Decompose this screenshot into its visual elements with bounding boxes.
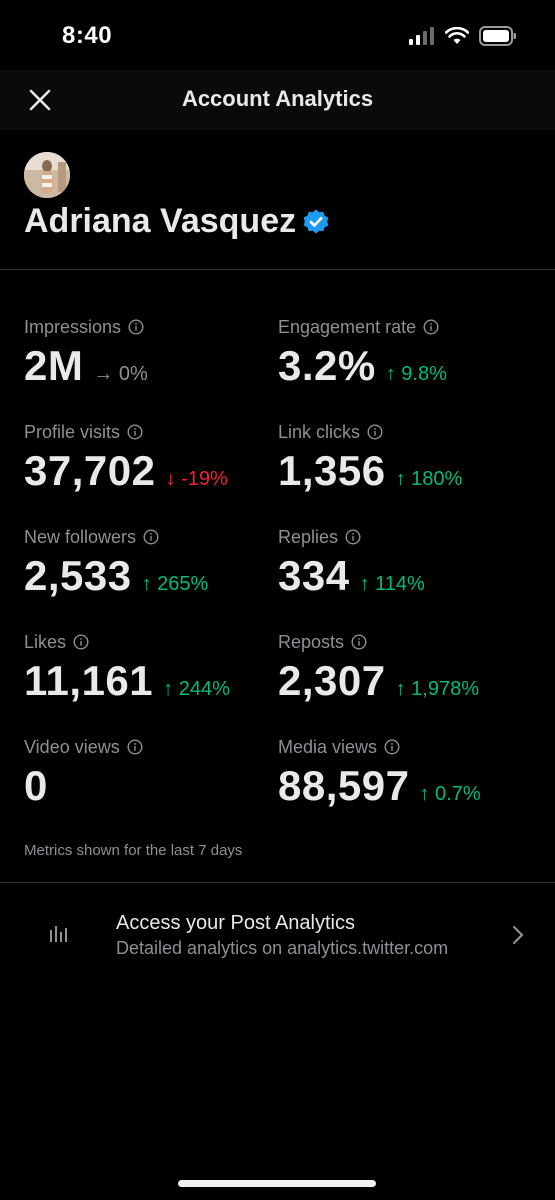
info-icon[interactable]: [127, 739, 143, 755]
metric-label: Likes: [24, 631, 67, 652]
metric-change: ↑ 9.8%: [385, 363, 447, 385]
metric-value: 3.2%: [278, 342, 376, 389]
metric-value: 334: [278, 552, 350, 599]
metric-value: 2,533: [24, 552, 132, 599]
arrow-down-icon: ↓: [165, 468, 176, 490]
arrow-up-icon: ↑: [419, 783, 430, 805]
info-icon[interactable]: [73, 634, 89, 650]
post-analytics-link[interactable]: Access your Post Analytics Detailed anal…: [0, 884, 555, 984]
close-icon: [29, 89, 51, 111]
metric-label: Replies: [278, 526, 339, 547]
metric-value: 2M: [24, 342, 84, 389]
wifi-icon: [445, 27, 469, 44]
cellular-signal-icon: [409, 27, 434, 45]
metric-new-followers: New followers 2,533 ↑ 265%: [24, 526, 284, 600]
arrow-up-icon: ↑: [359, 573, 370, 595]
info-icon[interactable]: [423, 319, 439, 335]
arrow-up-icon: ↑: [395, 678, 406, 700]
info-icon[interactable]: [345, 529, 361, 545]
metric-change: → 0%: [93, 363, 148, 385]
home-indicator[interactable]: [178, 1180, 376, 1187]
metric-change: ↑ 180%: [395, 468, 463, 490]
metric-value: 11,161: [24, 657, 154, 704]
metric-label: Impressions: [24, 316, 122, 337]
arrow-up-icon: ↑: [163, 678, 174, 700]
close-button[interactable]: [22, 84, 58, 116]
metric-label: Link clicks: [278, 421, 361, 442]
metric-change: ↑ 244%: [163, 678, 230, 700]
post-analytics-title: Access your Post Analytics: [116, 912, 355, 934]
metric-likes: Likes 11,161 ↑ 244%: [24, 631, 284, 705]
status-time: 8:40: [62, 22, 113, 49]
arrow-up-icon: ↑: [141, 573, 152, 595]
arrow-up-icon: ↑: [385, 363, 396, 385]
arrow-up-icon: ↑: [395, 468, 406, 490]
metrics-footnote: Metrics shown for the last 7 days: [24, 842, 243, 859]
post-analytics-subtitle: Detailed analytics on analytics.twitter.…: [116, 938, 449, 958]
profile-name-row: Adriana Vasquez: [24, 202, 330, 241]
metric-value: 37,702: [24, 447, 156, 494]
metric-profile-visits: Profile visits 37,702 ↓ -19%: [24, 421, 284, 495]
metric-label: Reposts: [278, 631, 345, 652]
metric-change: ↑ 114%: [359, 573, 425, 595]
info-icon[interactable]: [351, 634, 367, 650]
metric-label: Media views: [278, 736, 378, 757]
header-bar: Account Analytics: [0, 70, 555, 130]
section-divider: [0, 882, 555, 883]
info-icon[interactable]: [127, 424, 143, 440]
metric-change: ↑ 0.7%: [419, 783, 481, 805]
metric-label: New followers: [24, 526, 137, 547]
metric-change: ↑ 1,978%: [395, 678, 480, 700]
info-icon[interactable]: [367, 424, 383, 440]
metric-replies: Replies 334 ↑ 114%: [278, 526, 538, 600]
profile-name: Adriana Vasquez: [24, 202, 297, 240]
metric-change: ↓ -19%: [165, 468, 228, 490]
metric-value: 1,356: [278, 447, 386, 494]
page-title: Account Analytics: [181, 86, 374, 111]
avatar[interactable]: [24, 152, 70, 198]
info-icon[interactable]: [384, 739, 400, 755]
metric-label: Profile visits: [24, 421, 121, 442]
metric-change: ↑ 265%: [141, 573, 209, 595]
metric-label: Video views: [24, 736, 120, 757]
verified-badge-icon: [303, 209, 329, 233]
arrow-right-icon: →: [93, 363, 114, 385]
metric-video-views: Video views 0: [24, 736, 284, 810]
bar-chart-icon: [50, 926, 67, 942]
avatar-image: [24, 152, 70, 198]
metric-value: 88,597: [278, 762, 410, 809]
info-icon[interactable]: [143, 529, 159, 545]
info-icon[interactable]: [128, 319, 144, 335]
metric-value: 2,307: [278, 657, 386, 704]
battery-icon: [479, 26, 516, 46]
profile-divider: [0, 269, 555, 270]
metric-media-views: Media views 88,597 ↑ 0.7%: [278, 736, 538, 810]
metric-reposts: Reposts 2,307 ↑ 1,978%: [278, 631, 538, 705]
metric-label: Engagement rate: [278, 316, 417, 337]
metric-link-clicks: Link clicks 1,356 ↑ 180%: [278, 421, 538, 495]
metric-engagement-rate: Engagement rate 3.2% ↑ 9.8%: [278, 316, 538, 390]
metric-impressions: Impressions 2M → 0%: [24, 316, 284, 390]
chevron-right-icon: [512, 925, 524, 945]
status-icons: [409, 26, 517, 46]
metric-value: 0: [24, 762, 48, 809]
status-bar: 8:40: [0, 0, 555, 70]
